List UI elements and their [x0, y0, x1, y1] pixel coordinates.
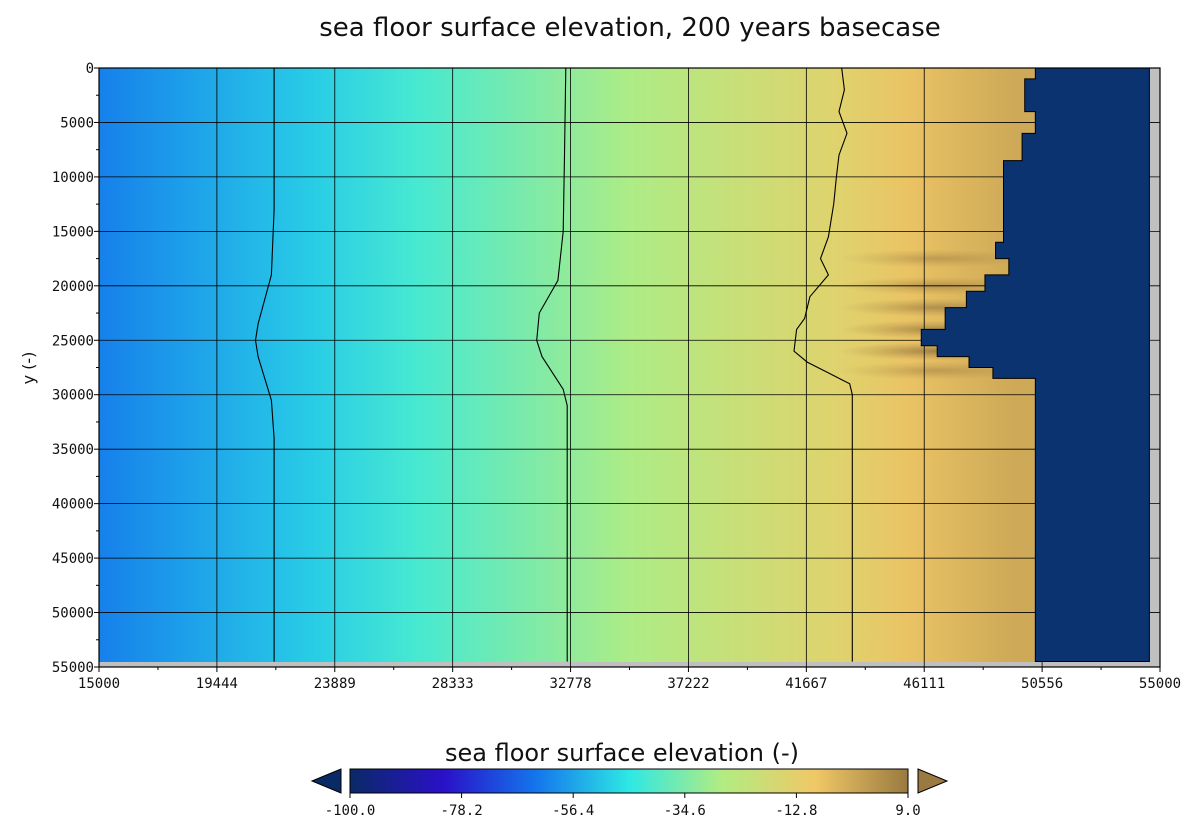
y-tick-label: 20000 [52, 279, 94, 295]
x-tick-label: 32778 [549, 676, 591, 692]
y-axis: 0 5000 10000 15000 20000 25000 30000 35000 40000… [52, 61, 99, 676]
y-tick-label: 40000 [52, 497, 94, 513]
y-tick-label: 30000 [52, 388, 94, 404]
y-axis-label: y (-) [19, 352, 38, 385]
colorbar-ticks: -100.0 -78.2 -56.4 -34.6 -12.8 9.0 [325, 793, 921, 819]
y-tick-label: 10000 [52, 170, 94, 186]
colorbar-tick-label: -12.8 [775, 803, 817, 819]
plot-area [99, 68, 1160, 667]
colorbar-title: sea floor surface elevation (-) [445, 739, 799, 767]
colorbar-tick-label: -56.4 [552, 803, 594, 819]
contour-line [254, 68, 275, 662]
colorbar: sea floor surface elevation (-) -100.0 -7… [310, 739, 949, 819]
x-tick-label: 28333 [432, 676, 474, 692]
y-tick-label: 25000 [52, 333, 94, 349]
colorbar-tick-label: -78.2 [441, 803, 483, 819]
colorbar-tick-label: 9.0 [895, 803, 920, 819]
x-tick-label: 41667 [785, 676, 827, 692]
ripple-streak [839, 249, 1030, 268]
colorbar-bar [349, 768, 909, 794]
contour-line [536, 68, 568, 662]
x-tick-label: 15000 [78, 676, 120, 692]
y-tick-label: 0 [86, 61, 94, 77]
x-axis: 15000 19444 23889 28333 32778 37222 41667 46111… [78, 667, 1181, 692]
contour-layer [254, 68, 853, 662]
x-tick-label: 55000 [1139, 676, 1181, 692]
y-tick-label: 15000 [52, 224, 94, 240]
x-tick-label: 37222 [667, 676, 709, 692]
y-tick-label: 50000 [52, 606, 94, 622]
colorbar-tick-label: -100.0 [325, 803, 376, 819]
colorbar-tick-label: -34.6 [664, 803, 706, 819]
x-tick-label: 50556 [1021, 676, 1063, 692]
y-tick-label: 35000 [52, 442, 94, 458]
land-region [920, 68, 1150, 663]
y-tick-label: 55000 [52, 660, 94, 676]
colorbar-extend-min [310, 768, 342, 794]
x-tick-label: 46111 [903, 676, 945, 692]
colorbar-extend-max [917, 768, 949, 794]
x-tick-label: 19444 [196, 676, 238, 692]
chart-title: sea floor surface elevation, 200 years b… [319, 13, 941, 43]
contour-line [793, 68, 853, 662]
y-tick-label: 45000 [52, 551, 94, 567]
x-tick-label: 23889 [314, 676, 356, 692]
y-tick-label: 5000 [60, 115, 94, 131]
